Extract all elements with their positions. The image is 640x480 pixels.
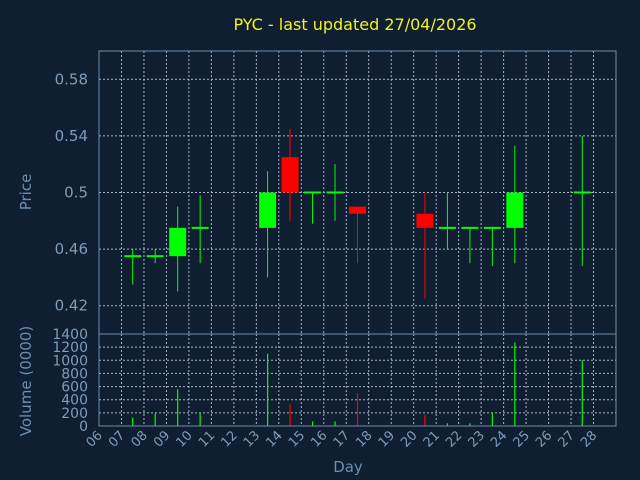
volume-grid: [99, 334, 616, 426]
price-tick-label: 0.5: [64, 184, 88, 202]
volume-tick-label: 400: [61, 393, 88, 409]
price-grid: [99, 51, 616, 334]
x-tick-label: 28: [578, 428, 600, 450]
volume-axis-label: Volume (0000): [17, 326, 35, 436]
volume-bars: [132, 342, 583, 426]
price-tick-label: 0.58: [55, 70, 88, 88]
volume-tick-label: 800: [61, 366, 88, 382]
candle-body: [438, 226, 456, 229]
x-tick-label: 24: [488, 428, 510, 450]
x-tick-label: 23: [466, 428, 488, 450]
price-panel: 0.58 0.54 0.5 0.46 0.42 Price: [17, 50, 617, 335]
x-tick-label: 10: [173, 428, 195, 450]
volume-tick-label: 200: [61, 406, 88, 422]
candle-body: [573, 191, 591, 194]
x-tick-label: 14: [263, 428, 285, 450]
price-tick-label: 0.46: [55, 240, 88, 258]
x-tick-label: 26: [533, 428, 555, 450]
candle-body: [461, 226, 479, 229]
x-tick-label: 09: [151, 428, 173, 450]
price-tick-label: 0.54: [55, 127, 88, 145]
x-tick-label: 16: [308, 428, 330, 450]
candles: [124, 128, 591, 299]
x-axis-ticks: 06 07 08 09 10 11 12 13 14 15 16 17 18 19 20 21 22 23 24 25…: [84, 428, 601, 450]
volume-tick-label: 0: [79, 419, 88, 435]
candle-body: [506, 192, 524, 228]
volume-tick-label: 600: [61, 380, 88, 396]
chart-title: PYC - last updated 27/04/2026: [233, 15, 476, 34]
volume-tick-label: 1000: [52, 353, 88, 369]
x-tick-label: 18: [353, 428, 375, 450]
x-tick-label: 15: [286, 428, 308, 450]
x-tick-label: 13: [241, 428, 263, 450]
candle-body: [169, 227, 187, 257]
candle-body: [259, 192, 277, 228]
price-tick-label: 0.42: [55, 297, 88, 315]
candle-body: [146, 255, 164, 258]
x-tick-label: 19: [376, 428, 398, 450]
volume-tick-label: 1400: [52, 327, 88, 343]
x-tick-label: 07: [106, 428, 128, 450]
price-y-ticks: 0.58 0.54 0.5 0.46 0.42: [55, 70, 88, 314]
x-tick-label: 17: [331, 428, 353, 450]
candle-body: [326, 191, 344, 194]
candle-body: [191, 226, 209, 229]
x-tick-label: 12: [218, 428, 240, 450]
x-tick-label: 27: [556, 428, 578, 450]
candle-body: [416, 213, 434, 228]
x-tick-label: 08: [128, 428, 150, 450]
candle-body: [349, 206, 366, 214]
volume-plot-frame: [98, 333, 617, 427]
volume-tick-label: 1200: [52, 340, 88, 356]
x-tick-label: 25: [511, 428, 533, 450]
candle-body: [304, 191, 322, 194]
x-tick-label: 22: [443, 428, 465, 450]
x-axis-label: Day: [333, 458, 363, 476]
x-tick-label: 11: [196, 428, 218, 450]
x-tick-label: 21: [421, 428, 443, 450]
candle-body: [124, 255, 142, 258]
price-axis-label: Price: [17, 174, 35, 211]
candle-body: [281, 157, 299, 193]
candle-body: [483, 226, 501, 229]
x-tick-label: 20: [398, 428, 420, 450]
